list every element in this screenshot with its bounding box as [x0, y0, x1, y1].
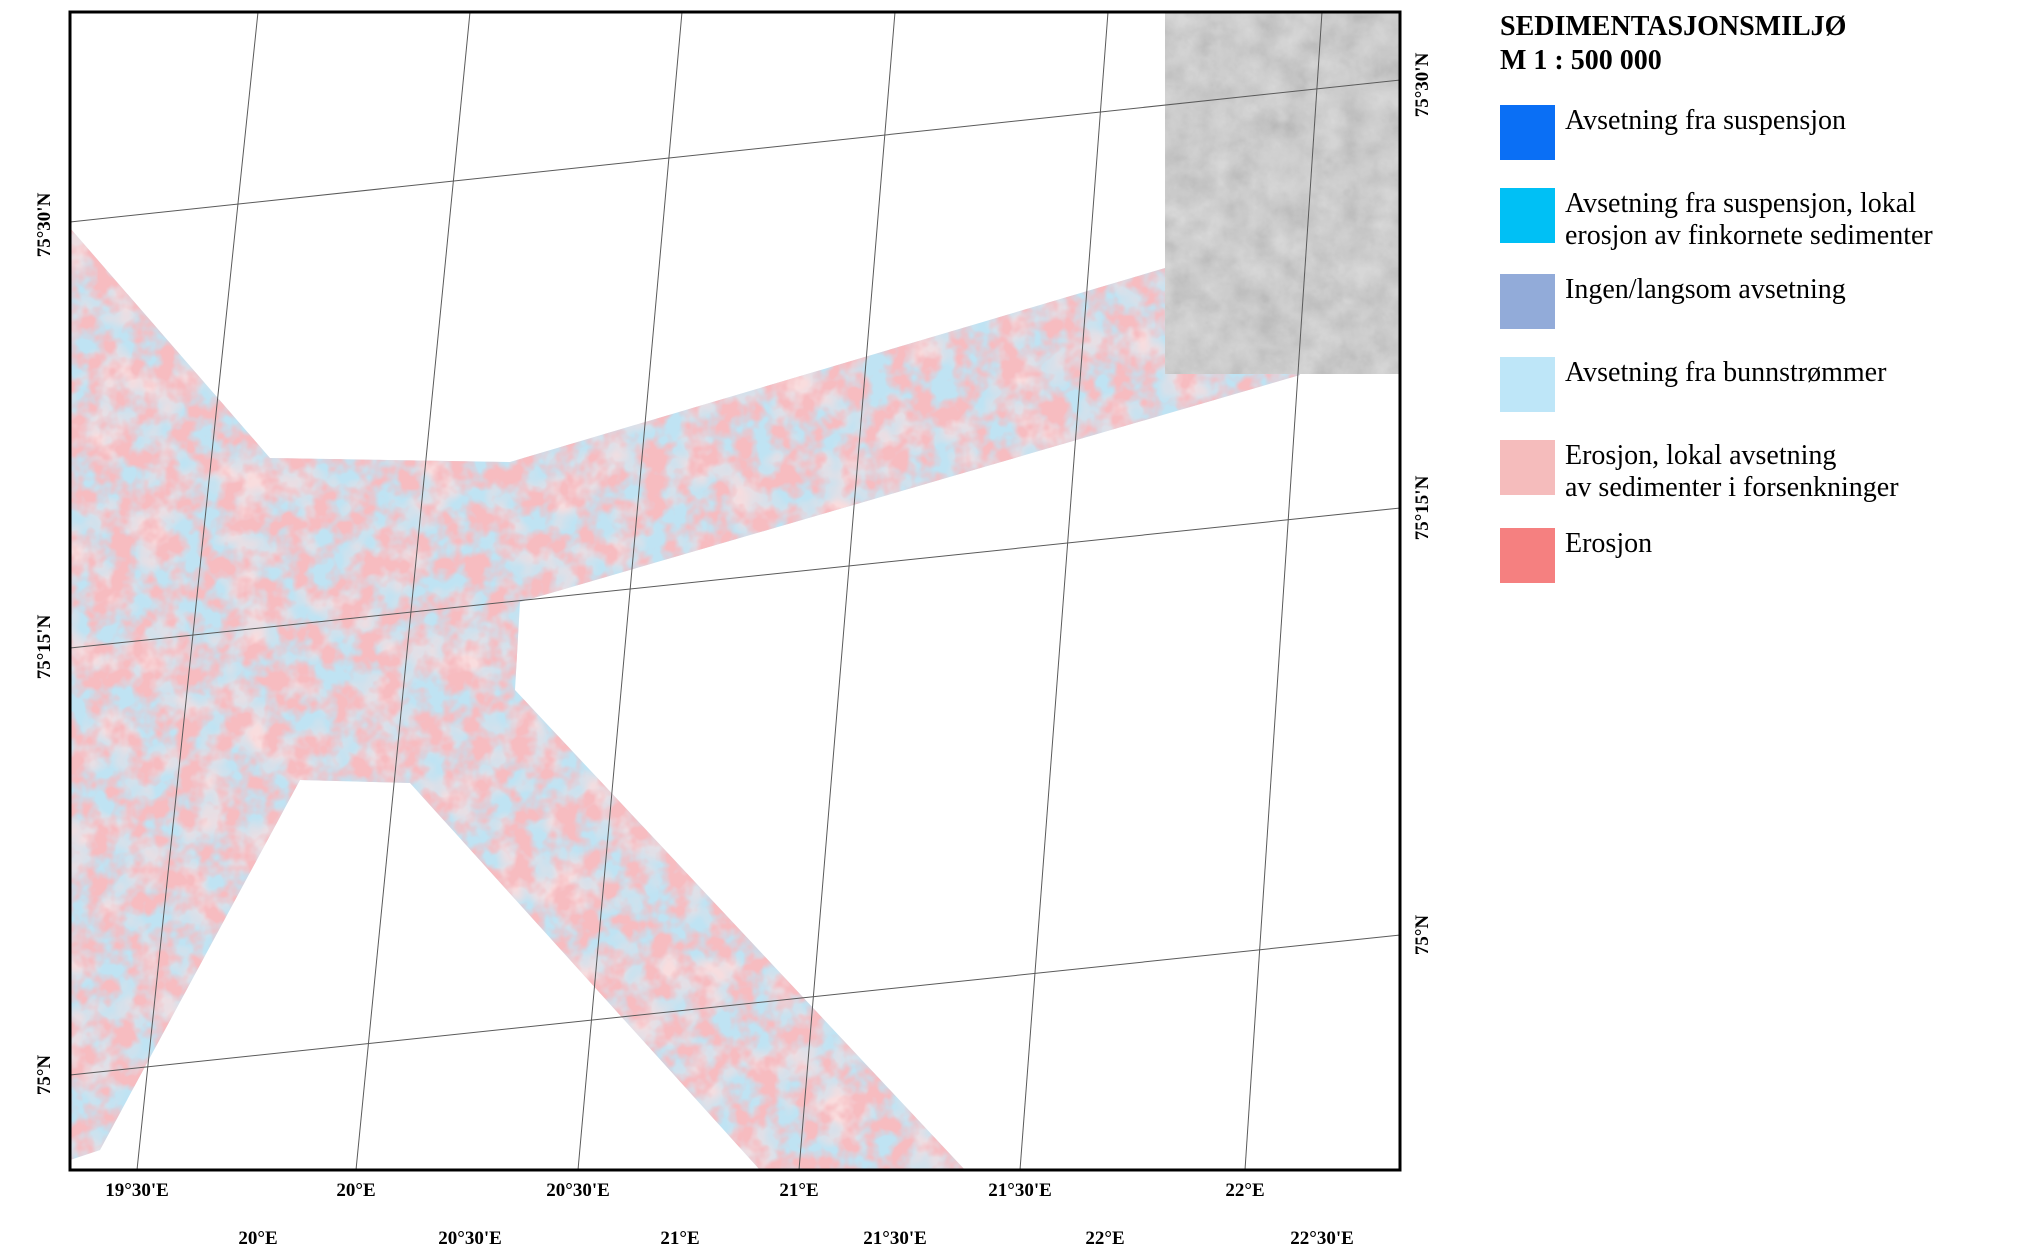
lon-label-lower-1: 20°E	[238, 1228, 278, 1249]
map-frame	[68, 10, 1402, 1172]
legend-label: Avsetning fra suspensjon, lokal	[1565, 188, 1916, 219]
legend-swatch	[1500, 105, 1555, 160]
legend-label: Erosjon	[1565, 528, 1653, 559]
shaded-relief	[1165, 12, 1400, 374]
legend-item: Erosjon, lokal avsetning av sedimenter i…	[1500, 440, 1899, 504]
graticule-line	[70, 79, 1400, 223]
lon-label-lower-5: 22°E	[1085, 1228, 1125, 1249]
lon-label-bottom-4: 21°E	[779, 1180, 819, 1201]
legend-item: Avsetning fra suspensjon	[1500, 105, 1846, 160]
legend-item: Avsetning fra suspensjon, lokal erosjon …	[1500, 188, 1933, 252]
legend-item: Ingen/langsom avsetning	[1500, 274, 1846, 329]
lat-label-right-3: 75°N	[1412, 914, 1433, 956]
graticule-line	[1244, 12, 1323, 1170]
lon-label-bottom-6: 22°E	[1225, 1180, 1265, 1201]
lon-label-lower-2: 20°30'E	[438, 1228, 502, 1249]
graticule-line	[1019, 12, 1109, 1170]
lat-label-left-3: 75°N	[34, 1054, 55, 1096]
lon-label-lower-4: 21°30'E	[863, 1228, 927, 1249]
legend-label: Erosjon, lokal avsetning	[1565, 440, 1837, 471]
lat-label-right-2: 75°15'N	[1412, 475, 1433, 541]
legend-label: Avsetning fra bunnstrømmer	[1565, 357, 1887, 388]
legend: SEDIMENTASJONSMILJØ M 1 : 500 000 Avsetn…	[1500, 10, 2010, 583]
legend-item: Erosjon	[1500, 528, 1652, 583]
legend-item: Avsetning fra bunnstrømmer	[1500, 357, 1886, 412]
legend-swatch	[1500, 274, 1555, 329]
graticule-line	[136, 12, 259, 1170]
graticule-line	[577, 12, 683, 1170]
graticule-line	[70, 934, 1400, 1076]
graticule-line	[355, 12, 471, 1170]
lon-label-bottom-3: 20°30'E	[546, 1180, 610, 1201]
legend-label-line2: av sedimenter i forsenkninger	[1565, 472, 1899, 503]
legend-label: Avsetning fra suspensjon	[1565, 105, 1846, 136]
lon-label-bottom-1: 19°30'E	[105, 1180, 169, 1201]
legend-swatch	[1500, 357, 1555, 412]
legend-label-line2: erosjon av finkornete sedimenter	[1565, 220, 1933, 251]
legend-title: SEDIMENTASJONSMILJØ	[1500, 11, 1847, 42]
lat-label-right-1: 75°30'N	[1412, 52, 1433, 118]
legend-swatch	[1500, 440, 1555, 495]
lat-label-left-1: 75°30'N	[34, 192, 55, 258]
lon-label-lower-3: 21°E	[660, 1228, 700, 1249]
legend-scale: M 1 : 500 000	[1500, 45, 1662, 76]
graticule-line	[70, 507, 1400, 649]
legend-label: Ingen/langsom avsetning	[1565, 274, 1846, 305]
lon-label-lower-6: 22°30'E	[1290, 1228, 1354, 1249]
legend-swatch	[1500, 188, 1555, 243]
graticule-line	[798, 12, 896, 1170]
lon-label-bottom-5: 21°30'E	[988, 1180, 1052, 1201]
lon-label-bottom-2: 20°E	[336, 1180, 376, 1201]
lat-label-left-2: 75°15'N	[34, 614, 55, 680]
legend-swatch	[1500, 528, 1555, 583]
